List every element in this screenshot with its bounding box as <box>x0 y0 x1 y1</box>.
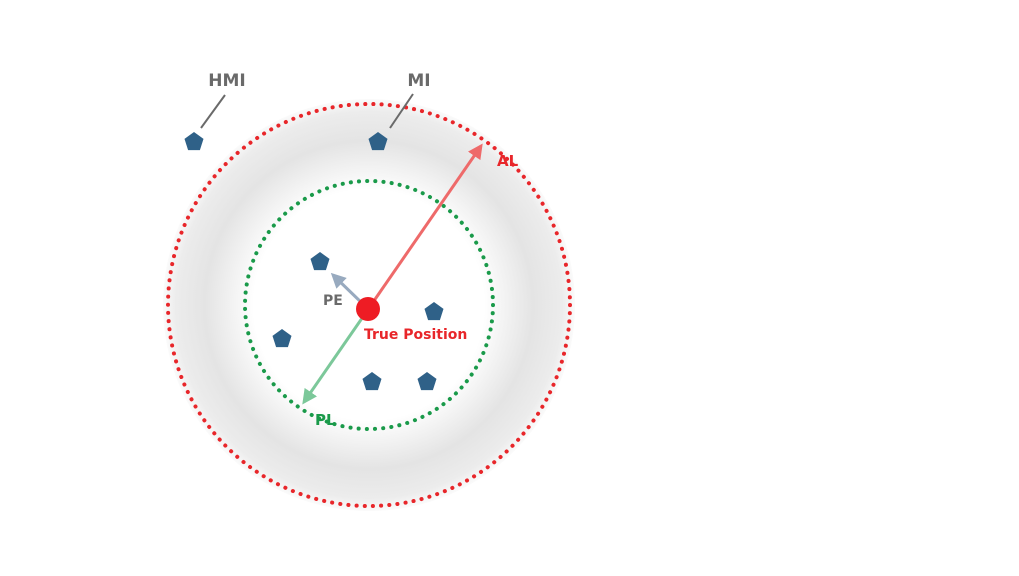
protection-level-ring <box>243 179 495 431</box>
pl-arrow <box>302 310 369 405</box>
true-position-dot <box>356 297 380 321</box>
true-position-label: True Position <box>364 327 467 343</box>
al-label: AL <box>497 152 519 170</box>
mi-callout-line <box>389 93 414 129</box>
al-arrow <box>367 143 483 309</box>
hmi-label: HMI <box>208 71 245 91</box>
hmi-estimate-marker <box>184 132 204 151</box>
mi-label: MI <box>407 71 430 91</box>
pl-label: PL <box>315 411 336 429</box>
pe-label: PE <box>323 293 343 309</box>
alert-limit-ring <box>166 102 572 508</box>
hmi-callout-line <box>200 94 226 129</box>
